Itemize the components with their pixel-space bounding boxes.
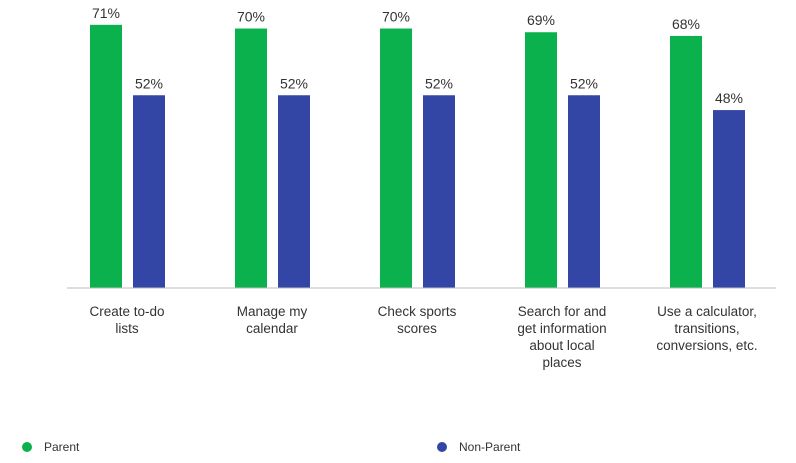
value-label-parent-1: 70% — [237, 9, 265, 25]
bars-group — [90, 24, 745, 289]
category-labels-group: Create to-do lists Manage my calendar Check … — [89, 304, 757, 370]
bar-non-parent-0 — [133, 95, 165, 289]
bar-non-parent-4 — [713, 110, 745, 288]
bar-parent-3 — [525, 32, 557, 288]
value-label-parent-2: 70% — [382, 9, 410, 25]
category-label-1: Manage my calendar — [237, 304, 308, 336]
value-label-parent-4: 68% — [672, 16, 700, 32]
value-label-non-parent-1: 52% — [280, 75, 308, 91]
bar-parent-4 — [670, 35, 702, 288]
legend-swatch-parent — [22, 442, 32, 452]
category-label-2: Check sports scores — [378, 304, 457, 336]
value-labels-group: 71% 52% 70% 52% 70% 52% 69% 52% 68% 48% — [92, 5, 743, 106]
legend-item-non-parent[interactable]: Non-Parent — [437, 440, 520, 454]
bar-non-parent-3 — [568, 95, 600, 289]
category-label-4: Use a calculator, transitions, conversions… — [656, 304, 757, 353]
legend-label-parent: Parent — [44, 440, 80, 454]
legend-label-non-parent: Non-Parent — [459, 440, 521, 454]
bar-parent-0 — [90, 24, 122, 289]
bar-non-parent-1 — [278, 95, 310, 289]
bar-parent-1 — [235, 28, 267, 289]
value-label-parent-3: 69% — [527, 12, 555, 28]
value-label-non-parent-3: 52% — [570, 75, 598, 91]
category-label-0: Create to-do lists — [89, 304, 164, 336]
category-label-3: Search for and get information about local… — [517, 304, 606, 370]
value-label-non-parent-4: 48% — [715, 90, 743, 106]
value-label-parent-0: 71% — [92, 5, 120, 21]
legend-swatch-non-parent — [437, 442, 447, 452]
bar-parent-2 — [380, 28, 412, 289]
value-label-non-parent-0: 52% — [135, 75, 163, 91]
value-label-non-parent-2: 52% — [425, 75, 453, 91]
legend-item-parent[interactable]: Parent — [22, 440, 79, 454]
bar-non-parent-2 — [423, 95, 455, 289]
